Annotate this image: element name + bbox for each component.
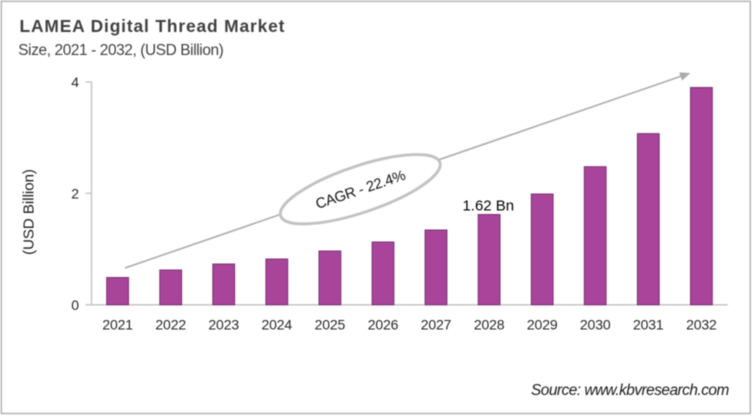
- svg-text:2022: 2022: [155, 317, 186, 333]
- svg-text:2026: 2026: [368, 317, 399, 333]
- svg-text:0: 0: [71, 297, 79, 313]
- svg-text:(USD Billion): (USD Billion): [21, 169, 38, 255]
- svg-text:Size, 2021 - 2032, (USD Billio: Size, 2021 - 2032, (USD Billion): [18, 42, 223, 59]
- svg-text:2032: 2032: [686, 317, 717, 333]
- svg-text:2: 2: [71, 185, 79, 201]
- svg-text:2028: 2028: [474, 317, 505, 333]
- svg-text:2023: 2023: [208, 317, 239, 333]
- svg-text:2024: 2024: [262, 317, 293, 333]
- svg-text:2021: 2021: [102, 317, 133, 333]
- svg-text:Source: www.kbvresearch.com: Source: www.kbvresearch.com: [531, 382, 729, 399]
- svg-text:2029: 2029: [527, 317, 558, 333]
- svg-text:2030: 2030: [580, 317, 611, 333]
- svg-text:2027: 2027: [421, 317, 452, 333]
- svg-text:LAMEA Digital Thread Market: LAMEA Digital Thread Market: [20, 16, 286, 36]
- svg-text:2025: 2025: [315, 317, 346, 333]
- svg-text:1.62 Bn: 1.62 Bn: [462, 198, 514, 215]
- svg-text:4: 4: [71, 74, 79, 90]
- svg-text:2031: 2031: [633, 317, 664, 333]
